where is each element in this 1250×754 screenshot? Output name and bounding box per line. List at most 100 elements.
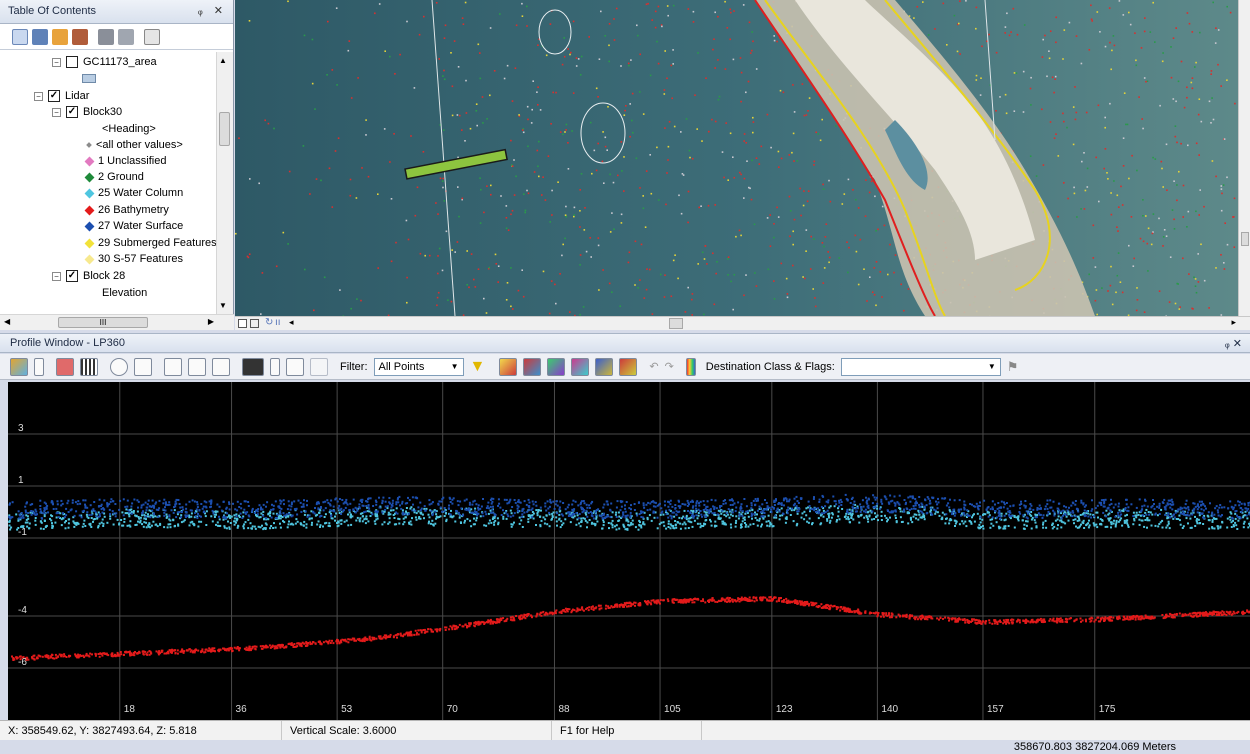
classify-tool-2-icon[interactable]: [523, 357, 542, 376]
layout-view-icon[interactable]: [238, 319, 247, 328]
scroll-thumb[interactable]: [1241, 232, 1249, 246]
layer-checkbox[interactable]: ✓: [66, 270, 78, 282]
toc-pin-close-buttons[interactable]: ᵩ ✕: [197, 5, 227, 17]
data-point: [577, 504, 580, 507]
collapse-icon[interactable]: −: [52, 107, 61, 117]
properties-icon[interactable]: [164, 357, 182, 376]
list-by-source-icon[interactable]: [32, 28, 48, 45]
scroll-left-icon[interactable]: ◀: [4, 317, 11, 326]
layer-gc11173-area[interactable]: − GC11173_area: [52, 54, 157, 70]
pin-icon[interactable]: [310, 357, 328, 376]
data-point: [247, 505, 250, 507]
toc-options-icon[interactable]: [118, 28, 134, 45]
classify-tool-1-icon[interactable]: [499, 357, 518, 376]
map-vertical-scrollbar[interactable]: [1238, 0, 1250, 316]
lidar-point: [666, 77, 668, 80]
collapse-icon[interactable]: −: [52, 57, 61, 67]
data-point: [785, 498, 788, 501]
scroll-thumb[interactable]: [219, 112, 230, 146]
data-point: [619, 509, 622, 512]
scroll-left-icon[interactable]: ◂: [289, 317, 294, 327]
measure-icon[interactable]: [134, 357, 152, 376]
data-point: [1194, 515, 1196, 518]
data-point: [609, 515, 612, 518]
toc-horizontal-scrollbar[interactable]: ◀ III ▶: [0, 314, 234, 330]
data-point: [356, 516, 359, 519]
color-by-class-icon[interactable]: [10, 357, 28, 376]
data-point: [911, 497, 914, 500]
flag-icon[interactable]: ⚑: [1006, 358, 1019, 374]
data-point: [754, 511, 756, 514]
grid-icon[interactable]: [80, 357, 98, 376]
lidar-point: [1147, 227, 1150, 230]
map-view[interactable]: [235, 0, 1250, 316]
data-point: [771, 599, 774, 602]
refresh-icon[interactable]: ↻: [265, 317, 274, 328]
layer-block28[interactable]: − ✓ Block 28: [52, 268, 125, 284]
redo-icon[interactable]: ↷: [664, 361, 674, 373]
lidar-point: [510, 213, 512, 216]
layer-lidar[interactable]: − ✓ Lidar: [34, 88, 89, 104]
classify-tool-3-icon[interactable]: [547, 357, 566, 376]
copy-icon[interactable]: [212, 357, 230, 376]
data-point: [420, 511, 423, 514]
data-point: [1169, 513, 1172, 515]
toc-tool-icon[interactable]: [98, 28, 114, 45]
collapse-icon[interactable]: −: [34, 91, 43, 101]
layer-checkbox[interactable]: ✓: [48, 90, 60, 102]
collapse-icon[interactable]: −: [52, 271, 61, 281]
scroll-right-icon[interactable]: ▶: [207, 317, 214, 326]
list-by-visibility-icon[interactable]: [52, 28, 68, 45]
list-by-selection-icon[interactable]: [72, 28, 88, 45]
data-point: [794, 507, 797, 510]
lidar-point: [522, 128, 525, 130]
classify-tool-6-icon[interactable]: [619, 357, 638, 376]
scroll-down-icon[interactable]: ▼: [219, 301, 227, 310]
data-point: [1164, 506, 1167, 509]
scroll-thumb[interactable]: III: [58, 317, 148, 328]
undo-icon[interactable]: ↶: [649, 361, 659, 373]
data-point: [434, 510, 437, 513]
profile-plot[interactable]: 18 36 53 70 88 105 123 140 157 175 3 1 -1 -4 -6: [8, 382, 1250, 720]
lidar-point: [1154, 158, 1157, 160]
split-view-icon[interactable]: [188, 357, 206, 376]
profile-selection-bar[interactable]: [404, 148, 508, 180]
point-marker-icon[interactable]: [56, 357, 74, 376]
profile-pin-close-buttons[interactable]: ᵩ ✕: [1224, 338, 1242, 350]
data-view-icon[interactable]: [250, 319, 259, 328]
destination-class-select[interactable]: ▼: [840, 357, 1001, 376]
lidar-point: [1143, 30, 1146, 33]
data-point: [366, 506, 369, 509]
filter-select[interactable]: All Points ▼: [373, 357, 464, 376]
data-point: [703, 509, 706, 511]
export-icon[interactable]: [286, 357, 304, 376]
data-point: [381, 523, 384, 526]
filter-funnel-icon[interactable]: ▼: [469, 357, 486, 375]
toc-vertical-scrollbar[interactable]: ▲ ▼: [216, 52, 233, 314]
aerial-imagery[interactable]: [235, 0, 1250, 316]
data-point: [183, 519, 186, 522]
profile-chart[interactable]: 18 36 53 70 88 105 123 140 157 175 31-1-4-6: [8, 382, 1250, 720]
data-point: [838, 501, 841, 504]
dropdown-arrow-icon[interactable]: [270, 357, 280, 376]
data-point: [841, 608, 844, 611]
pause-icon[interactable]: ıı: [275, 317, 281, 328]
scroll-thumb[interactable]: [669, 318, 683, 329]
classify-tool-5-icon[interactable]: [595, 357, 614, 376]
classify-tool-4-icon[interactable]: [571, 357, 590, 376]
scroll-right-icon[interactable]: ▸: [1231, 317, 1236, 327]
layer-checkbox[interactable]: [66, 56, 78, 68]
options-icon[interactable]: [144, 28, 160, 45]
lidar-point: [773, 280, 775, 282]
layer-checkbox[interactable]: ✓: [66, 106, 78, 118]
class-palette-icon[interactable]: [685, 357, 696, 376]
zoom-icon[interactable]: [110, 357, 128, 376]
list-by-drawing-order-icon[interactable]: [12, 28, 28, 45]
scroll-up-icon[interactable]: ▲: [219, 56, 227, 65]
layer-block30[interactable]: − ✓ Block30: [52, 104, 122, 120]
data-point: [691, 499, 694, 502]
data-point: [1174, 509, 1177, 512]
data-point: [1042, 521, 1045, 524]
dropdown-arrow-icon[interactable]: [34, 357, 44, 376]
display-mode-icon[interactable]: [242, 357, 264, 376]
